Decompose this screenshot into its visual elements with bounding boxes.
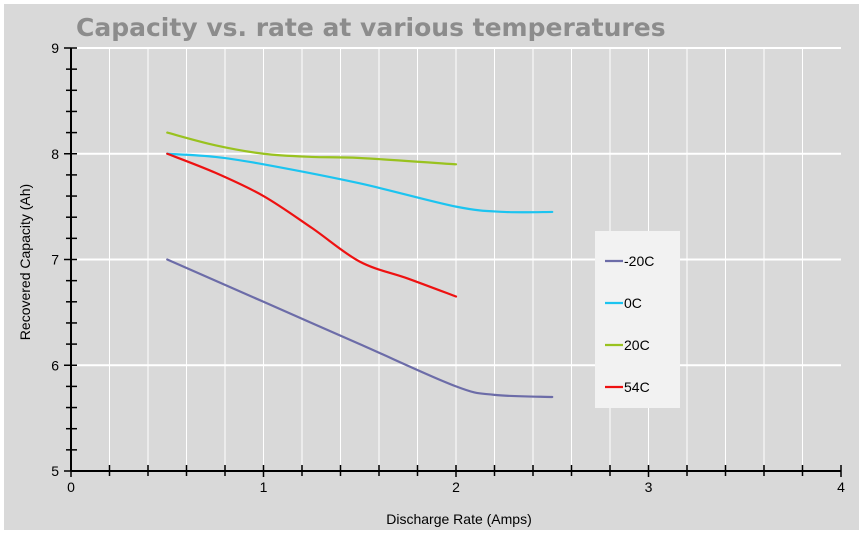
legend-item-label: 0C [624, 295, 642, 311]
x-tick-label: 1 [260, 479, 268, 495]
x-axis-label: Discharge Rate (Amps) [386, 511, 532, 527]
x-tick-label: 3 [645, 479, 653, 495]
x-tick-label: 2 [452, 479, 460, 495]
y-axis-label: Recovered Capacity (Ah) [17, 184, 33, 340]
y-tick-label: 8 [51, 146, 59, 162]
series-line-20C [166, 131, 458, 166]
legend-item-label: -20C [624, 253, 654, 269]
chart-title: Capacity vs. rate at various temperature… [76, 13, 666, 42]
series-line-54C [166, 152, 458, 298]
series-line-0C [166, 152, 554, 214]
plot-area: 0 1 2 3 4 5 6 7 8 9 [51, 40, 845, 495]
x-tick-label: 0 [67, 479, 75, 495]
series-line-20C [166, 258, 554, 399]
legend-item-label: 54C [624, 379, 650, 395]
x-tick-label: 4 [837, 479, 845, 495]
chart-svg: Capacity vs. rate at various temperature… [17, 13, 845, 527]
y-tick-label: 5 [51, 463, 59, 479]
legend-item-label: 20C [624, 337, 650, 353]
y-tick-label: 7 [51, 252, 59, 268]
y-tick-label: 9 [51, 40, 59, 56]
legend: -20C 0C 20C 54C [595, 231, 680, 408]
chart-area: Capacity vs. rate at various temperature… [4, 4, 859, 530]
y-tick-label: 6 [51, 357, 59, 373]
